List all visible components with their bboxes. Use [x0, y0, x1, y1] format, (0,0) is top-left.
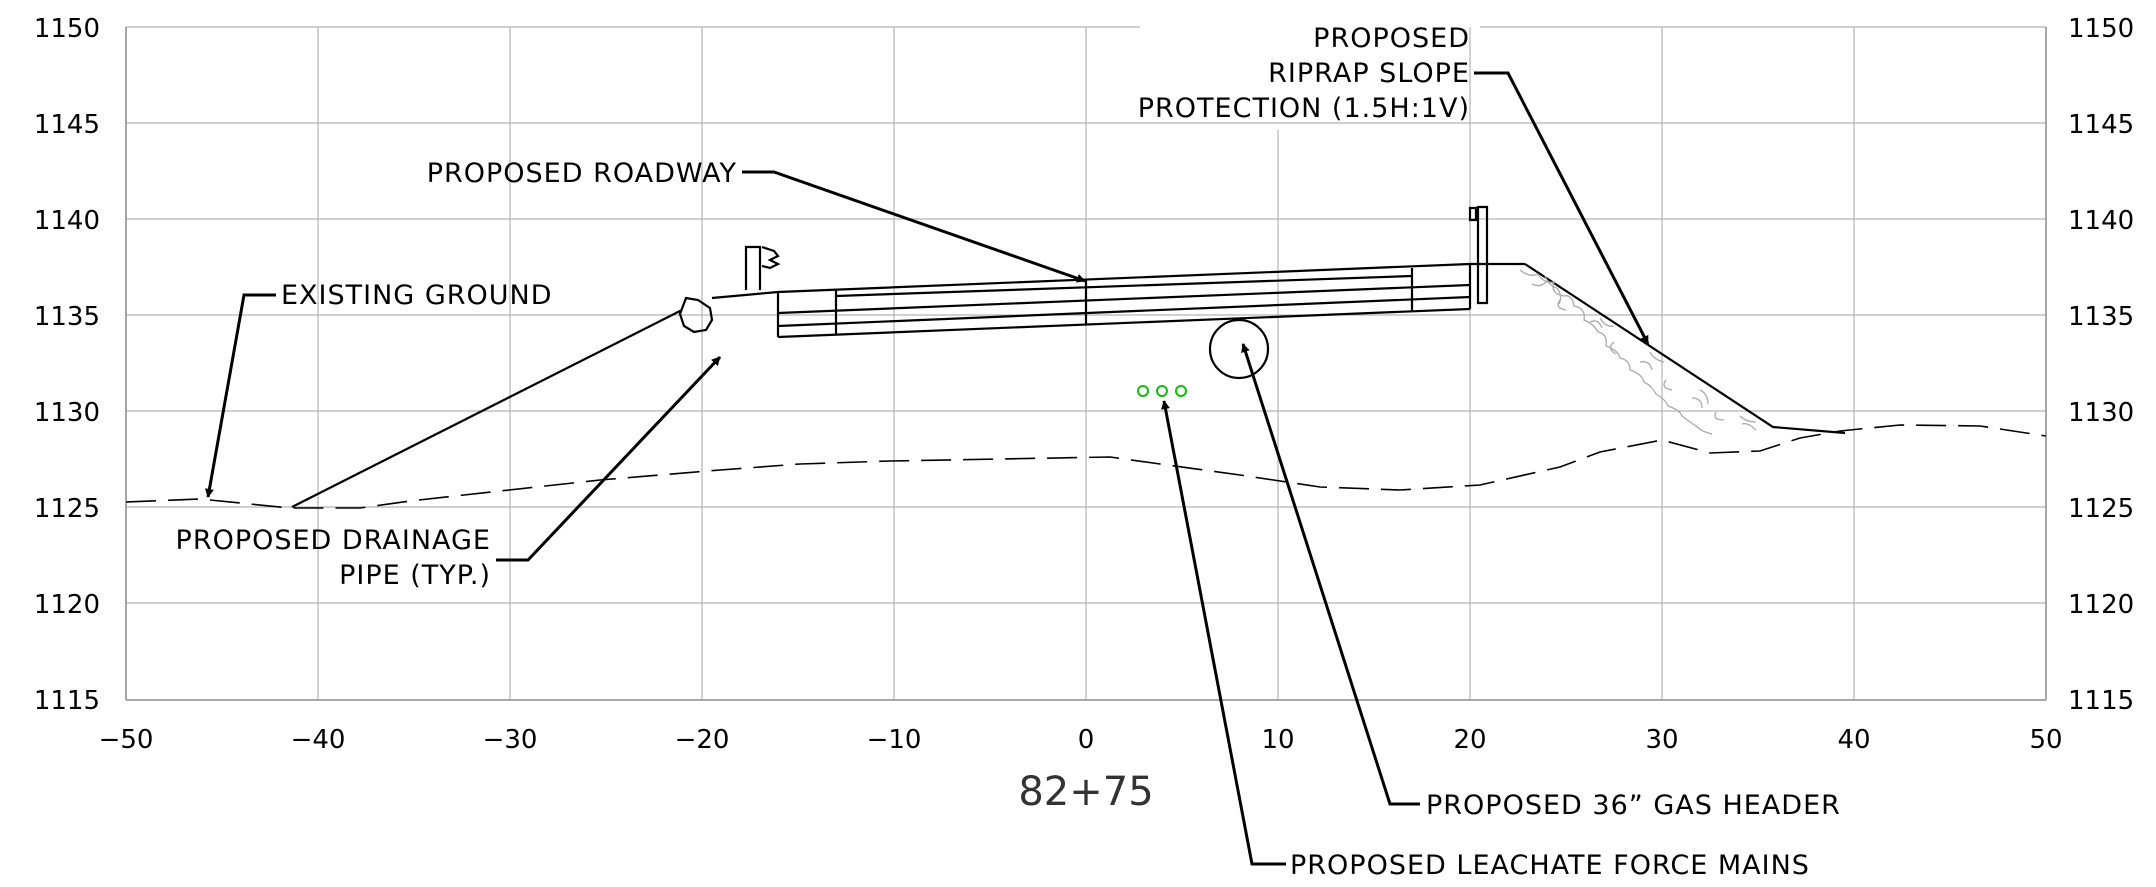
y-tick: 1125: [34, 494, 100, 524]
leader-gas-header: [1241, 343, 1420, 806]
y-tick: 1130: [34, 398, 100, 428]
grid: [125, 26, 2047, 701]
leachate-pipe: [1175, 385, 1187, 397]
label-riprap-line3: PROTECTION (1.5H:1V): [1138, 93, 1470, 124]
x-tick: −30: [483, 725, 538, 755]
label-leachate: PROPOSED LEACHATE FORCE MAINS: [1290, 850, 1810, 881]
callout-leaders: [204, 71, 1650, 866]
x-axis-ticks: −50 −40 −30 −20 −10 0 10 20 30 40 50: [99, 725, 2063, 755]
leader-existing-ground: [204, 293, 276, 498]
y-tick: 1120: [34, 590, 100, 620]
leachate-pipe: [1137, 385, 1149, 397]
y-axis-ticks-right: 1150 1145 1140 1135 1130 1125 1120 1115: [2068, 14, 2134, 716]
leader-riprap: [1474, 71, 1650, 345]
riprap-slope: [1519, 263, 1846, 435]
leachate-pipe: [1156, 385, 1168, 397]
label-drainage-line2: PIPE (TYP.): [339, 560, 491, 591]
y-tick: 1130: [2068, 398, 2134, 428]
leader-leachate: [1161, 400, 1286, 866]
leader-roadway: [742, 170, 1086, 283]
x-tick: −10: [867, 725, 922, 755]
label-existing-ground: EXISTING GROUND: [281, 280, 553, 311]
y-tick: 1140: [2068, 206, 2134, 236]
y-tick: 1125: [2068, 494, 2134, 524]
station-label: 82+75: [1018, 769, 1153, 815]
label-roadway: PROPOSED ROADWAY: [427, 158, 737, 189]
y-tick: 1115: [2068, 686, 2134, 716]
gas-header-pipe: [1208, 318, 1270, 380]
x-tick: −40: [291, 725, 346, 755]
riprap-hatch: [1519, 269, 1757, 435]
y-tick: 1120: [2068, 590, 2134, 620]
label-drainage-line1: PROPOSED DRAINAGE: [176, 525, 491, 556]
y-axis-ticks-left: 1150 1145 1140 1135 1130 1125 1120 1115: [34, 14, 100, 716]
existing-ground-line: [125, 424, 2047, 509]
x-tick: 20: [1453, 725, 1486, 755]
x-tick: 40: [1837, 725, 1870, 755]
leader-drainage: [496, 355, 722, 562]
y-tick: 1150: [2068, 14, 2134, 44]
y-tick: 1145: [2068, 110, 2134, 140]
guardrail-left: [744, 245, 781, 290]
x-tick: −50: [99, 725, 154, 755]
label-gas-header: PROPOSED 36” GAS HEADER: [1426, 790, 1841, 821]
y-tick: 1145: [34, 110, 100, 140]
drainage-pipe-octagon: [678, 296, 714, 334]
x-tick: 10: [1261, 725, 1294, 755]
embankment-left: [291, 245, 781, 508]
y-tick: 1115: [34, 686, 100, 716]
label-riprap-line2: RIPRAP SLOPE: [1268, 58, 1470, 89]
callout-labels: EXISTING GROUND PROPOSED ROADWAY PROPOSE…: [176, 23, 1841, 881]
y-tick: 1150: [34, 14, 100, 44]
roadway-section: [776, 205, 1525, 339]
label-riprap-line1: PROPOSED: [1313, 23, 1470, 54]
y-tick: 1135: [2068, 302, 2134, 332]
y-tick: 1140: [34, 206, 100, 236]
x-tick: 30: [1645, 725, 1678, 755]
x-tick: −20: [675, 725, 730, 755]
y-tick: 1135: [34, 302, 100, 332]
x-tick: 0: [1078, 725, 1095, 755]
leachate-force-mains: [1137, 385, 1187, 397]
x-tick: 50: [2029, 725, 2062, 755]
guardrail-right: [1468, 205, 1489, 305]
